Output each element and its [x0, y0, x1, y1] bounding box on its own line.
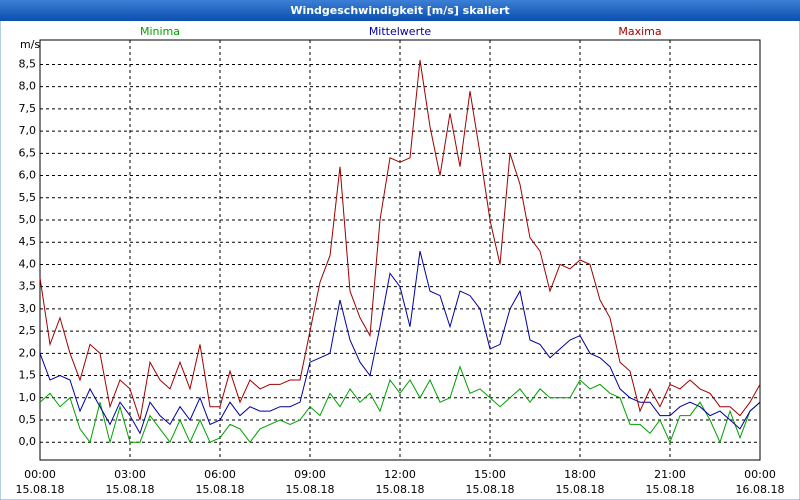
x-tick-label: 03:00: [114, 468, 146, 481]
x-tick-sublabel: 15.08.18: [16, 483, 65, 496]
x-tick-sublabel: 15.08.18: [196, 483, 245, 496]
series-line: [39, 250, 761, 435]
y-tick-label: 7,5: [19, 102, 37, 115]
x-tick-label: 15:00: [474, 468, 506, 481]
y-tick-label: 1,5: [19, 369, 37, 382]
x-tick-sublabel: 15.08.18: [466, 483, 515, 496]
y-tick-label: 4,5: [19, 235, 37, 248]
x-tick-label: 06:00: [204, 468, 236, 481]
x-tick-label: 12:00: [384, 468, 416, 481]
y-tick-label: 7,0: [19, 124, 37, 137]
y-tick-label: 6,5: [19, 146, 37, 159]
series-line: [39, 365, 761, 445]
y-unit: m/s: [20, 38, 40, 51]
x-tick-label: 00:00: [744, 468, 776, 481]
x-tick-label: 21:00: [654, 468, 686, 481]
y-tick-label: 5,0: [19, 213, 37, 226]
y-tick-label: 8,0: [19, 80, 37, 93]
series-line: [39, 59, 761, 421]
y-tick-label: 1,0: [19, 391, 37, 404]
x-tick-label: 09:00: [294, 468, 326, 481]
x-tick-sublabel: 15.08.18: [286, 483, 335, 496]
legend-entry: Minima: [140, 25, 180, 38]
x-tick-sublabel: 15.08.18: [556, 483, 605, 496]
x-tick-label: 18:00: [564, 468, 596, 481]
legend-entry: Mittelwerte: [369, 25, 432, 38]
legend-entry: Maxima: [618, 25, 661, 38]
x-tick-label: 00:00: [24, 468, 56, 481]
chart-title: Windgeschwindigkeit [m/s] skaliert: [290, 4, 509, 17]
y-tick-label: 0,0: [19, 435, 37, 448]
y-tick-label: 3,5: [19, 280, 37, 293]
x-tick-sublabel: 16.08.18: [736, 483, 785, 496]
x-tick-sublabel: 15.08.18: [376, 483, 425, 496]
y-tick-label: 8,5: [19, 57, 37, 70]
y-tick-label: 2,5: [19, 324, 37, 337]
x-tick-sublabel: 15.08.18: [646, 483, 695, 496]
y-tick-label: 6,0: [19, 169, 37, 182]
plot-frame: [39, 39, 761, 461]
title-bar: [0, 0, 800, 21]
y-tick-label: 4,0: [19, 257, 37, 270]
y-tick-label: 3,0: [19, 302, 37, 315]
x-tick-sublabel: 15.08.18: [106, 483, 155, 496]
y-tick-label: 5,5: [19, 191, 37, 204]
y-tick-label: 2,0: [19, 346, 37, 359]
y-tick-label: 0,5: [19, 413, 37, 426]
